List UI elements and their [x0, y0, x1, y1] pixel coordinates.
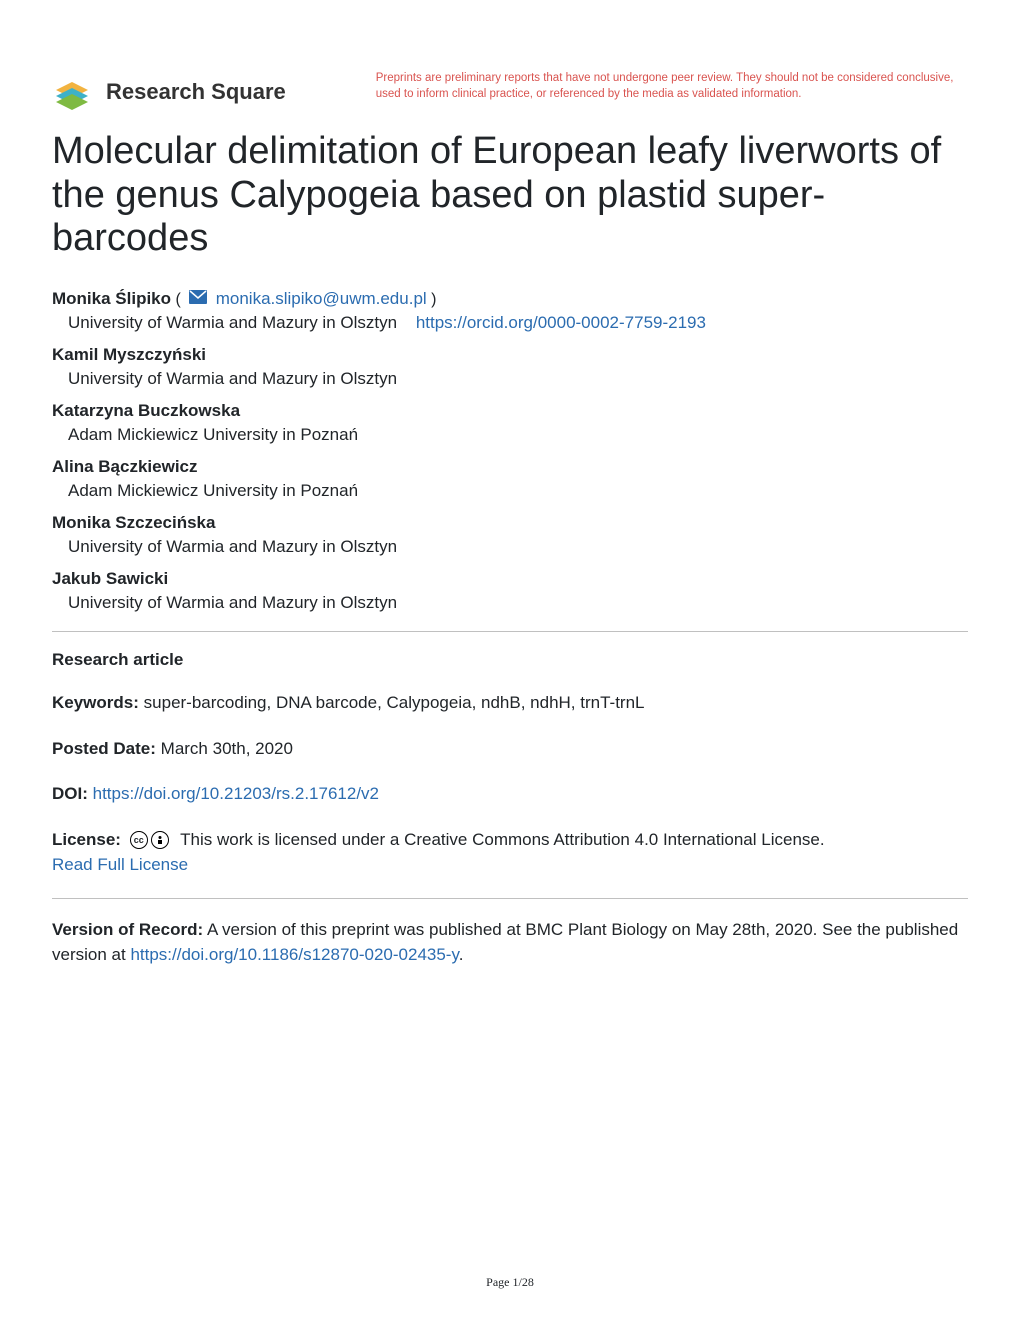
- author-block-5: Jakub Sawicki University of Warmia and M…: [52, 569, 968, 613]
- read-license-link[interactable]: Read Full License: [52, 855, 188, 874]
- author-name: Monika Ślipiko: [52, 289, 171, 308]
- author-block-2: Katarzyna Buczkowska Adam Mickiewicz Uni…: [52, 401, 968, 445]
- posted-date-label: Posted Date:: [52, 739, 156, 758]
- author-affiliation: University of Warmia and Mazury in Olszt…: [68, 369, 968, 389]
- author-name: Katarzyna Buczkowska: [52, 401, 968, 421]
- page-number: Page 1/28: [0, 1275, 1020, 1290]
- author-name: Kamil Myszczyński: [52, 345, 968, 365]
- keywords-value: super-barcoding, DNA barcode, Calypogeia…: [144, 693, 645, 712]
- paren-close: ): [431, 291, 436, 308]
- divider: [52, 631, 968, 632]
- version-of-record-line: Version of Record: A version of this pre…: [52, 917, 968, 968]
- by-icon: [151, 831, 169, 849]
- author-name: Jakub Sawicki: [52, 569, 968, 589]
- affiliation-text: University of Warmia and Mazury in Olszt…: [68, 313, 397, 332]
- license-text: This work is licensed under a Creative C…: [180, 830, 824, 849]
- author-block-0: Monika Ślipiko ( monika.slipiko@uwm.edu.…: [52, 289, 968, 333]
- author-block-4: Monika Szczecińska University of Warmia …: [52, 513, 968, 557]
- author-affiliation: University of Warmia and Mazury in Olszt…: [68, 593, 968, 613]
- author-affiliation: University of Warmia and Mazury in Olszt…: [68, 313, 968, 333]
- doi-line: DOI: https://doi.org/10.21203/rs.2.17612…: [52, 781, 968, 807]
- license-line: License: cc This work is licensed under …: [52, 827, 968, 878]
- paren-open: (: [175, 291, 180, 308]
- version-link[interactable]: https://doi.org/10.1186/s12870-020-02435…: [130, 945, 458, 964]
- author-block-3: Alina Bączkiewicz Adam Mickiewicz Univer…: [52, 457, 968, 501]
- preprint-disclaimer: Preprints are preliminary reports that h…: [376, 70, 968, 102]
- article-type: Research article: [52, 650, 968, 670]
- doi-label: DOI:: [52, 784, 88, 803]
- author-name: Alina Bączkiewicz: [52, 457, 968, 477]
- header-row: Research Square Preprints are preliminar…: [52, 70, 968, 114]
- period: .: [459, 945, 464, 964]
- author-affiliation: Adam Mickiewicz University in Poznań: [68, 481, 968, 501]
- author-email-link[interactable]: monika.slipiko@uwm.edu.pl: [216, 289, 427, 308]
- author-name: Monika Szczecińska: [52, 513, 968, 533]
- cc-icon: cc: [130, 831, 148, 849]
- author-affiliation: Adam Mickiewicz University in Poznań: [68, 425, 968, 445]
- research-square-logo-icon: [52, 70, 96, 114]
- posted-date-line: Posted Date: March 30th, 2020: [52, 736, 968, 762]
- paper-title: Molecular delimitation of European leafy…: [52, 130, 968, 261]
- mail-icon: [189, 290, 207, 309]
- cc-license-icons: cc: [130, 831, 172, 849]
- divider: [52, 898, 968, 899]
- version-label: Version of Record:: [52, 920, 203, 939]
- license-label: License:: [52, 830, 121, 849]
- author-block-1: Kamil Myszczyński University of Warmia a…: [52, 345, 968, 389]
- logo-text: Research Square: [106, 79, 286, 105]
- keywords-label: Keywords:: [52, 693, 139, 712]
- logo-section: Research Square: [52, 70, 286, 114]
- posted-date-value: March 30th, 2020: [161, 739, 293, 758]
- doi-link[interactable]: https://doi.org/10.21203/rs.2.17612/v2: [93, 784, 379, 803]
- orcid-link[interactable]: https://orcid.org/0000-0002-7759-2193: [416, 313, 706, 332]
- author-affiliation: University of Warmia and Mazury in Olszt…: [68, 537, 968, 557]
- keywords-line: Keywords: super-barcoding, DNA barcode, …: [52, 690, 968, 716]
